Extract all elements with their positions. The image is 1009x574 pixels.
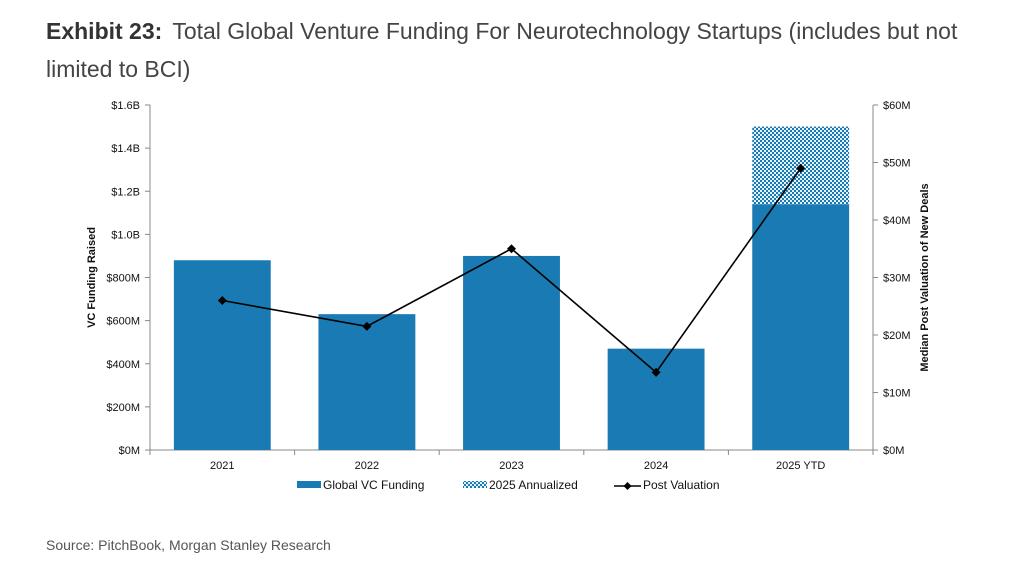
post-valuation-point	[651, 367, 661, 377]
y2-tick-label: $50M	[883, 158, 911, 170]
plot-area: $0M $200M $400M $600M $800M $1.0B $1.2B $1.4B $1…	[86, 100, 931, 472]
y2-tick-label: $0M	[883, 445, 904, 457]
legend-swatch-global-vc-funding	[297, 481, 321, 488]
y-tick-label: $800M	[106, 273, 140, 285]
y-tick-label: $1.0B	[111, 229, 140, 241]
legend: Global VC Funding 2025 Annualized Post Val…	[297, 478, 720, 492]
y-tick-label: $1.4B	[111, 143, 140, 155]
x-tick-label: 2023	[499, 460, 523, 472]
y-tick-label: $0M	[119, 445, 140, 457]
post-valuation-point	[796, 163, 806, 173]
source-note: Source: PitchBook, Morgan Stanley Resear…	[46, 537, 331, 553]
legend-label-2025-annualized: 2025 Annualized	[489, 478, 578, 492]
x-tick-label: 2022	[355, 460, 379, 472]
x-tick-label: 2025 YTD	[776, 460, 825, 472]
legend-label-global-vc-funding: Global VC Funding	[323, 478, 424, 492]
y2-tick-label: $40M	[883, 215, 911, 227]
y-axis-title: VC Funding Raised	[86, 227, 98, 328]
bar-global-vc-funding	[173, 260, 271, 450]
y2-tick-label: $10M	[883, 388, 911, 400]
chart-title: Exhibit 23: Total Global Venture Funding …	[46, 12, 986, 88]
bar-global-vc-funding	[318, 314, 416, 450]
legend-label-post-valuation: Post Valuation	[643, 478, 720, 492]
bar-global-vc-funding	[607, 348, 705, 450]
post-valuation-point	[217, 296, 227, 305]
bar-global-vc-funding	[752, 204, 850, 450]
exhibit-title: Total Global Venture Funding For Neurote…	[46, 18, 958, 82]
x-tick-label: 2024	[644, 460, 668, 472]
y2-axis-title: Median Post Valuation of New Deals	[919, 183, 931, 371]
legend-swatch-2025-annualized	[463, 481, 487, 488]
post-valuation-point	[507, 244, 516, 254]
x-tick-label: 2021	[210, 460, 234, 472]
y-tick-label: $1.6B	[111, 100, 140, 112]
y-tick-label: $1.2B	[111, 186, 140, 198]
legend-marker-post-valuation	[623, 482, 632, 490]
y-tick-label: $600M	[106, 316, 140, 328]
exhibit-number: Exhibit 23:	[46, 18, 163, 44]
y2-tick-label: $60M	[883, 100, 911, 112]
y2-tick-label: $30M	[883, 273, 911, 285]
y-tick-label: $400M	[106, 359, 140, 371]
y-tick-label: $200M	[106, 402, 140, 414]
post-valuation-point	[362, 321, 372, 331]
y2-tick-label: $20M	[883, 330, 911, 342]
bar-global-vc-funding	[463, 255, 560, 450]
